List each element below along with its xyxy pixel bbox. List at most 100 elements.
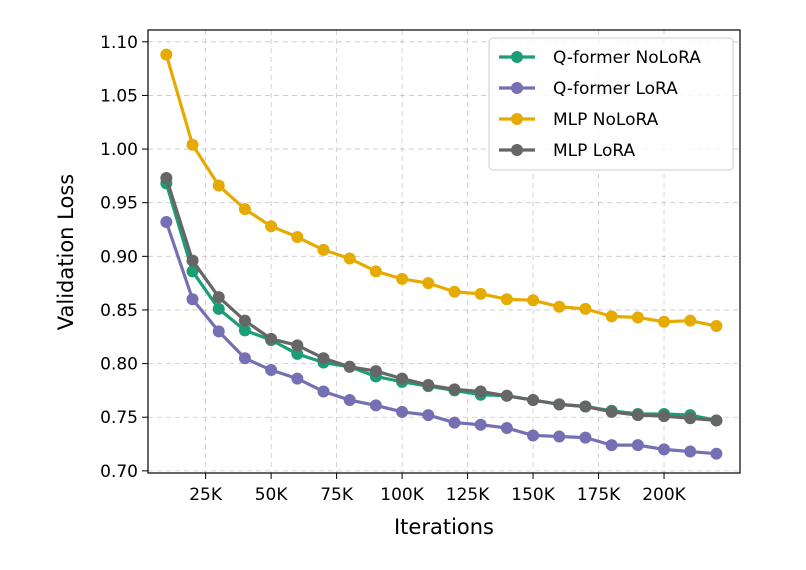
data-point — [500, 293, 513, 306]
data-point — [291, 339, 304, 352]
data-point — [343, 252, 356, 265]
data-point — [238, 352, 251, 365]
legend-label: MLP LoRA — [553, 141, 635, 161]
data-point — [553, 398, 566, 411]
data-point — [579, 431, 592, 444]
data-point — [474, 418, 487, 431]
data-point — [291, 231, 304, 244]
data-point — [369, 265, 382, 278]
legend: Q-former NoLoRA Q-former LoRA MLP NoLoRA ML… — [488, 37, 734, 171]
y-tick-label: 0.70 — [100, 462, 138, 482]
data-point — [527, 294, 540, 307]
data-point — [369, 399, 382, 412]
data-point — [265, 332, 278, 345]
data-point — [369, 365, 382, 378]
data-point — [710, 447, 723, 460]
data-point — [238, 203, 251, 216]
data-point — [710, 414, 723, 427]
legend-label: Q-former NoLoRA — [553, 48, 701, 68]
data-point — [631, 409, 644, 422]
data-point — [265, 364, 278, 377]
x-tick-label: 25K — [189, 485, 223, 505]
series-q-former-lora — [160, 216, 723, 460]
plot-frame — [147, 29, 741, 474]
data-point — [448, 416, 461, 429]
data-point — [317, 352, 330, 365]
data-point — [212, 302, 225, 315]
data-point — [422, 379, 435, 392]
data-point — [160, 172, 173, 185]
y-tick-label: 0.90 — [100, 247, 138, 267]
data-point — [474, 287, 487, 300]
data-point — [160, 216, 173, 229]
data-point — [553, 300, 566, 313]
data-point — [396, 272, 409, 285]
data-point — [658, 443, 671, 456]
x-tick-label: 125K — [446, 485, 490, 505]
data-point — [291, 372, 304, 385]
data-point — [631, 439, 644, 452]
y-tick-label: 0.95 — [100, 194, 138, 214]
data-point — [212, 291, 225, 304]
x-tick-label: 175K — [577, 485, 621, 505]
y-tick-label: 0.80 — [100, 355, 138, 375]
legend-label: Q-former LoRA — [553, 79, 678, 99]
data-point — [422, 409, 435, 422]
data-point — [291, 347, 304, 360]
x-tick-label: 75K — [320, 485, 354, 505]
series-line-mlp-lora — [164, 176, 719, 423]
data-point — [343, 394, 356, 407]
y-tick-label: 0.85 — [100, 301, 138, 321]
data-point — [396, 372, 409, 385]
data-point — [605, 310, 618, 323]
data-point — [265, 220, 278, 233]
series-layer — [160, 48, 723, 460]
data-point — [631, 311, 644, 324]
data-point — [684, 445, 697, 458]
data-point — [658, 315, 671, 328]
x-tick-label: 150K — [511, 485, 555, 505]
data-point — [605, 405, 618, 418]
data-point — [212, 325, 225, 338]
y-axis: 0.70 0.75 0.80 0.85 0.90 0.95 1.00 1.05 1.10 — [100, 33, 148, 482]
data-point — [527, 394, 540, 407]
series-line-mlp-nolora — [164, 53, 719, 328]
data-point — [186, 265, 199, 278]
y-tick-label: 1.10 — [100, 33, 138, 53]
data-point — [500, 421, 513, 434]
x-tick-label: 50K — [255, 485, 289, 505]
y-axis-label: Validation Loss — [54, 174, 78, 330]
x-tick-label: 100K — [380, 485, 424, 505]
data-point — [186, 293, 199, 306]
data-point — [238, 324, 251, 337]
x-axis: 25K 50K 75K 100K 125K 150K 175K 200K — [189, 473, 687, 505]
y-tick-label: 0.75 — [100, 408, 138, 428]
legend-marker — [511, 51, 523, 63]
y-tick-label: 1.00 — [100, 140, 138, 160]
legend-marker — [511, 113, 523, 125]
x-axis-label: Iterations — [394, 515, 494, 539]
x-tick-label: 200K — [642, 485, 686, 505]
data-point — [684, 412, 697, 425]
series-mlp-nolora — [160, 48, 723, 333]
data-point — [605, 439, 618, 452]
data-point — [579, 400, 592, 413]
data-point — [343, 360, 356, 373]
y-tick-label: 1.05 — [100, 86, 138, 106]
data-point — [317, 243, 330, 256]
data-point — [186, 138, 199, 151]
data-point — [710, 320, 723, 333]
data-point — [474, 385, 487, 398]
data-point — [684, 314, 697, 327]
legend-frame — [488, 37, 734, 171]
legend-marker — [511, 144, 523, 156]
series-line-q-former-lora — [164, 220, 719, 456]
data-point — [448, 285, 461, 298]
data-point — [448, 383, 461, 396]
data-point — [527, 429, 540, 442]
data-point — [186, 254, 199, 267]
data-point — [500, 389, 513, 402]
data-point — [238, 314, 251, 327]
data-point — [658, 410, 671, 423]
